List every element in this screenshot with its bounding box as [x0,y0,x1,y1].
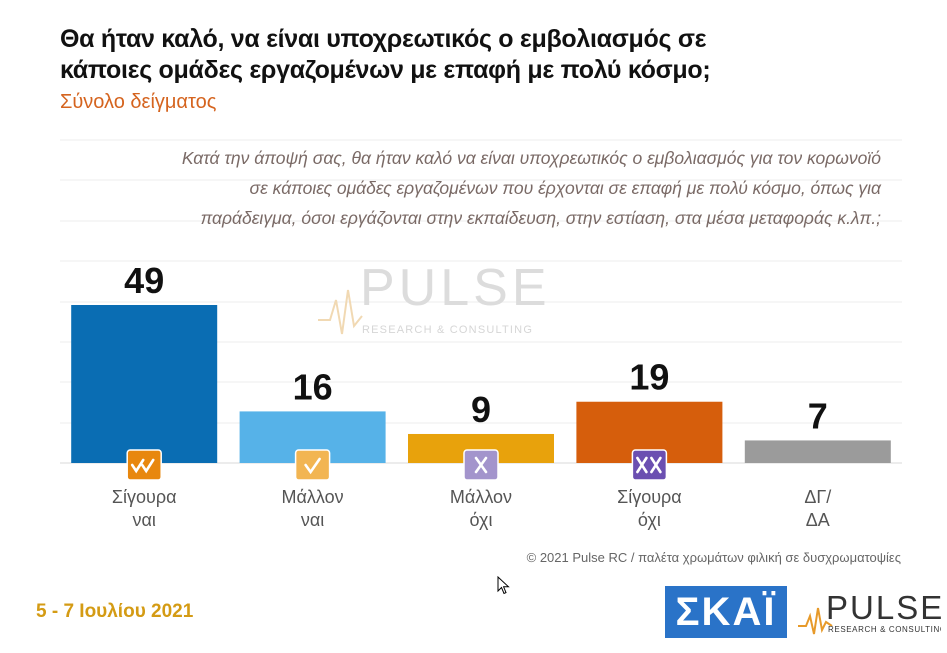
mouse-cursor-icon [497,576,510,595]
category-label: Μάλλον [282,487,344,507]
data-label: 16 [293,366,333,407]
pulse-logo: PULSE RESEARCH & CONSULTING [798,589,941,635]
category-label: ναι [301,510,324,530]
chart-subtitle: Σύνολο δείγματος [60,91,217,113]
category-label: ναι [132,510,155,530]
data-label: 19 [629,357,669,398]
survey-date: 5 - 7 Ιουλίου 2021 [36,601,194,622]
category-label: Μάλλον [450,487,512,507]
svg-text:RESEARCH & CONSULTING: RESEARCH & CONSULTING [828,625,941,634]
chart-title: Θα ήταν καλό, να είναι υποχρεωτικός ο εμ… [60,25,711,84]
bar [744,440,891,463]
check-icon [294,449,331,481]
category-label: Σίγουρα [617,487,682,507]
double-check-icon-glyph [130,458,155,474]
skai-logo: ΣΚΑΪ [665,586,787,638]
survey-question: Κατά την άποψή σας, θα ήταν καλό να είνα… [181,148,881,228]
watermark-tagline: RESEARCH & CONSULTING [362,324,533,336]
data-label: 7 [808,395,828,436]
category-label: ΔΓ/ [804,487,831,507]
category-label: Σίγουρα [112,487,177,507]
double-cross-icon-glyph [636,456,662,474]
double-cross-icon [631,449,668,481]
cross-icon-glyph [474,456,488,474]
bar-chart: PULSE RESEARCH & CONSULTING 49 Σίγουρα ναι 16… [60,139,902,530]
svg-text:PULSE: PULSE [826,589,941,626]
category-label: όχι [470,510,493,530]
copyright-credit: © 2021 Pulse RC / παλέτα χρωμάτων φιλική… [526,550,901,565]
watermark-pulse-icon [318,289,363,335]
category-label: όχι [638,510,661,530]
bar [71,305,218,463]
watermark-brand: PULSE [360,259,551,317]
check-icon-glyph [304,457,321,475]
data-label: 49 [124,260,164,301]
data-label: 9 [471,389,491,430]
category-label: ΔΑ [806,510,830,530]
